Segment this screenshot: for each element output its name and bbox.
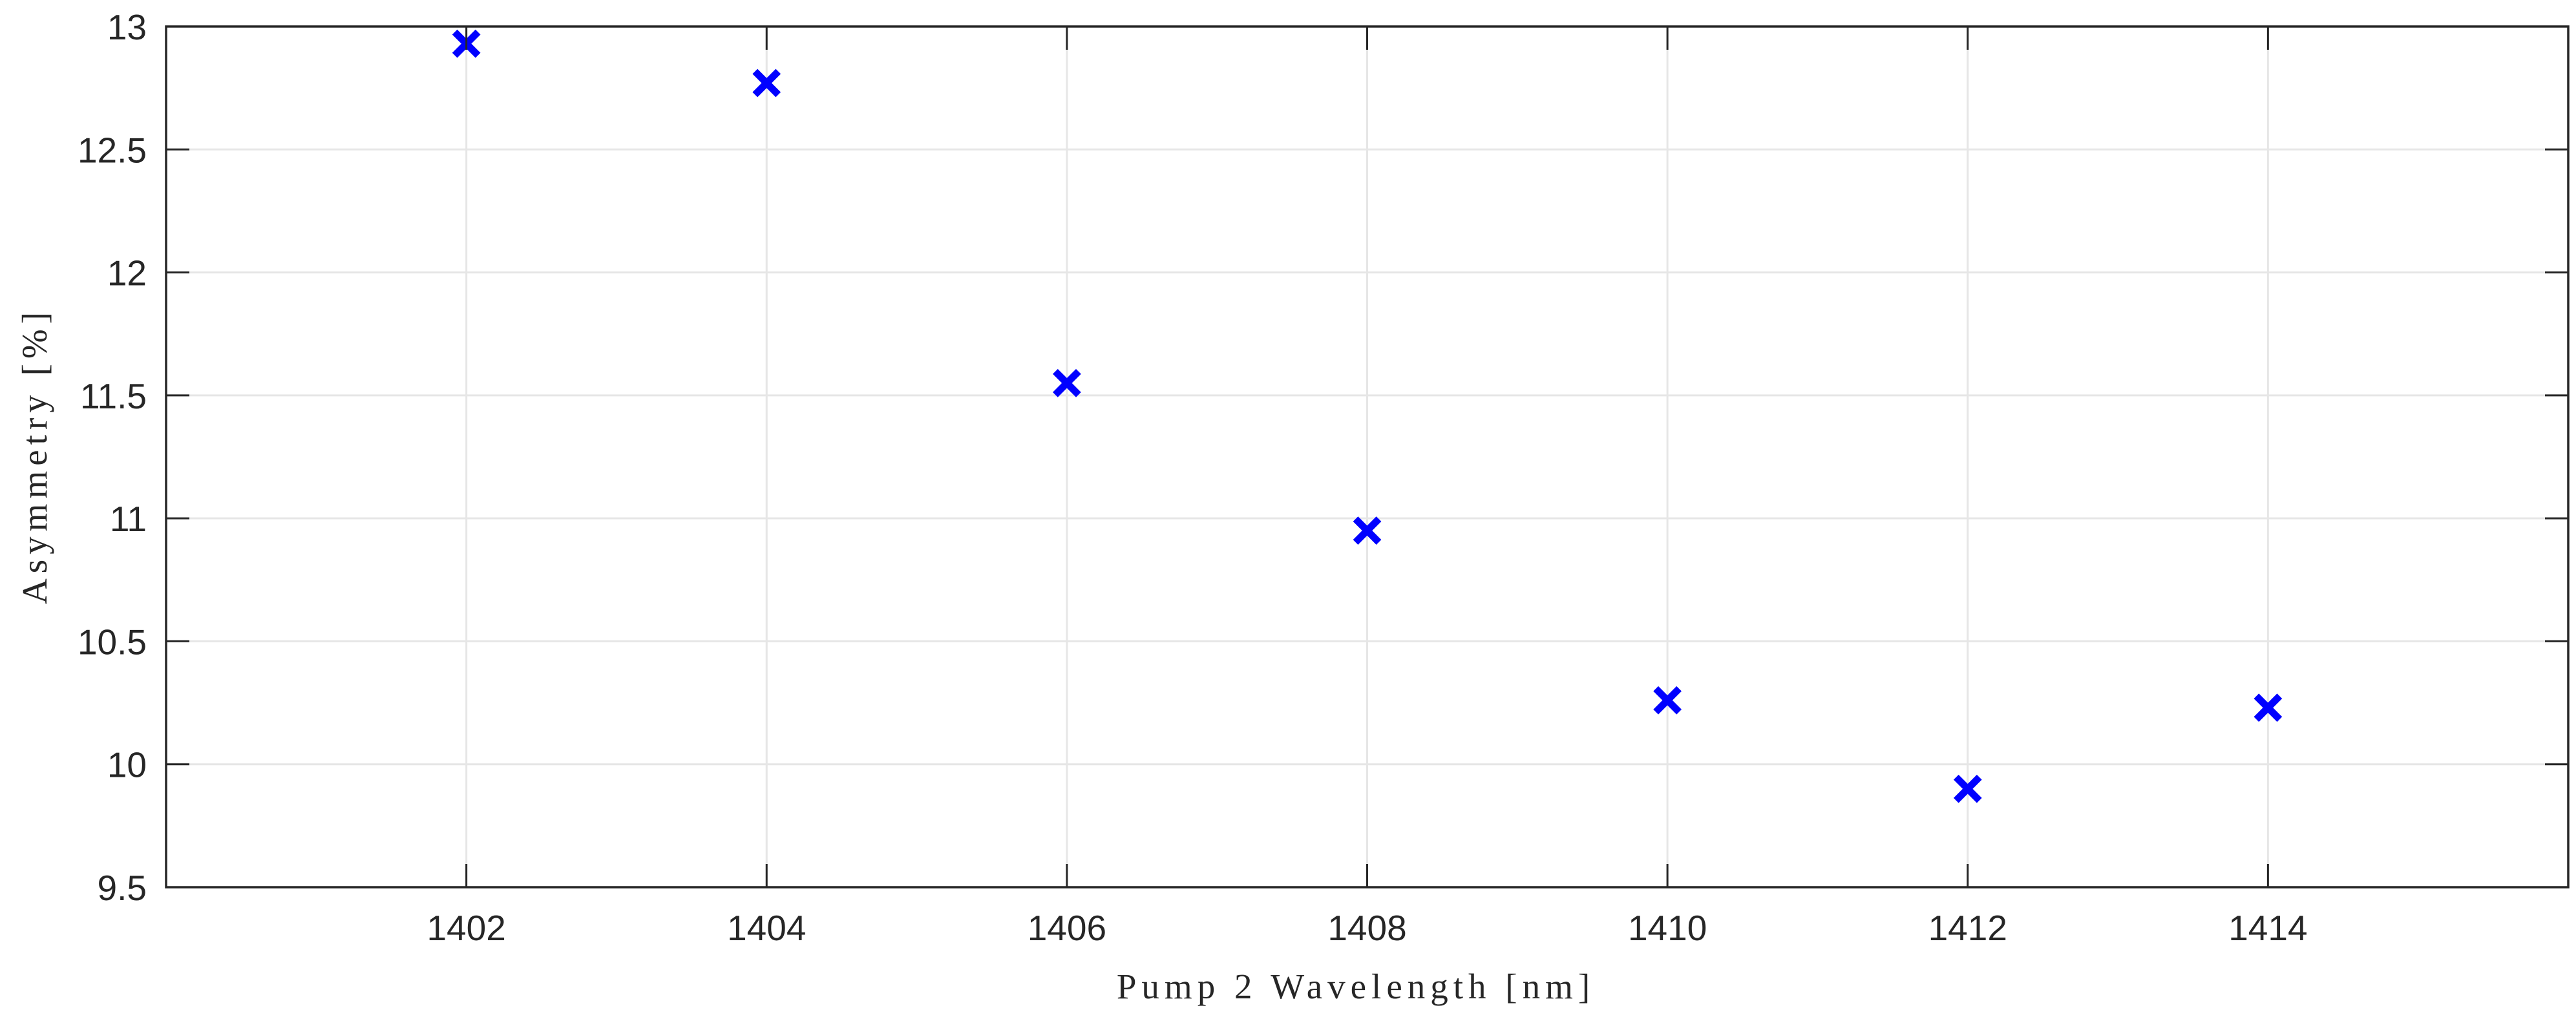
y-tick-label: 11 <box>110 499 147 539</box>
data-point-marker <box>1653 686 1682 715</box>
x-axis-label: Pump 2 Wavelength [nm] <box>1117 967 1595 1006</box>
y-tick-label: 12.5 <box>78 130 147 170</box>
data-point-marker <box>752 68 781 98</box>
x-axis-ticks: 1402 1404 1406 1408 1410 1412 1414 <box>427 26 2308 948</box>
data-point-marker <box>2254 693 2283 722</box>
y-tick-label: 13 <box>107 7 147 47</box>
x-tick-label: 1404 <box>727 908 806 948</box>
y-axis-ticks: 9.5 10 10.5 11 11.5 12 12.5 13 <box>78 7 2568 908</box>
y-tick-label: 12 <box>107 253 147 293</box>
y-axis-label: Asymmetry [%] <box>15 307 54 604</box>
x-tick-label: 1402 <box>427 908 505 948</box>
x-tick-label: 1414 <box>2228 908 2307 948</box>
y-tick-label: 9.5 <box>98 868 147 908</box>
data-point-marker <box>1052 368 1081 397</box>
grid-lines <box>166 25 2568 889</box>
y-tick-label: 10 <box>107 745 147 785</box>
x-tick-label: 1406 <box>1028 908 1106 948</box>
x-tick-label: 1412 <box>1928 908 2007 948</box>
data-point-marker <box>1953 774 1982 803</box>
y-tick-label: 11.5 <box>80 376 147 416</box>
x-tick-label: 1410 <box>1628 908 1707 948</box>
data-point-marker <box>1353 516 1382 545</box>
y-tick-label: 10.5 <box>78 622 147 662</box>
x-tick-label: 1408 <box>1327 908 1406 948</box>
